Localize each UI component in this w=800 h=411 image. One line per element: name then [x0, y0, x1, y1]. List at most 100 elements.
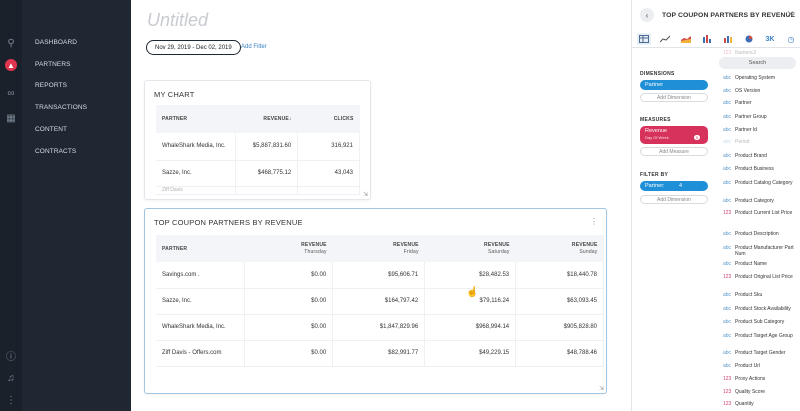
grid-icon[interactable]: ▦ — [6, 112, 16, 124]
field-name: Product Brand — [735, 153, 767, 159]
add-dimension-button[interactable]: Add Dimension — [640, 93, 708, 102]
gauge-icon[interactable]: ◷ — [787, 34, 795, 44]
field-list-item[interactable]: abc Partner — [723, 100, 800, 106]
column-header[interactable]: PARTNER — [156, 235, 245, 262]
table-row[interactable]: Sazze, Inc. $0.00 $164,797.42 $79,116.24… — [156, 288, 604, 315]
table-cell: $49,229.15 — [424, 340, 517, 367]
field-list-item[interactable]: 123 Quality Score — [723, 389, 800, 395]
field-list-item[interactable]: abc Product Name — [723, 261, 800, 267]
field-name: Product Target Gender — [735, 350, 786, 356]
nav-item-dashboard[interactable]: DASHBOARD — [35, 39, 78, 46]
measures-label: MEASURES — [640, 117, 671, 123]
nav-item-reports[interactable]: REPORTS — [35, 82, 68, 89]
number-3k-icon[interactable]: 3K — [765, 35, 775, 43]
field-list-item[interactable]: 123 Numeric2 — [723, 50, 800, 56]
field-list-item[interactable]: abc Product Business — [723, 166, 800, 172]
more-icon[interactable]: ⋮ — [6, 394, 16, 406]
field-list-item[interactable]: abc Product Catalog Category — [723, 180, 800, 186]
top-coupon-table: PARTNER REVENUE Thursday REVENUE Friday RE… — [156, 235, 604, 367]
field-list-item[interactable]: abc Product Target Age Group — [723, 333, 800, 339]
filter-pill-partner[interactable]: Partner: 4 — [640, 181, 708, 191]
line-icon[interactable] — [658, 33, 672, 45]
field-list-item[interactable]: abc Partner Group — [723, 114, 800, 120]
table-row[interactable]: Ziff Davis - Offers.com $0.00 $82,991.77… — [156, 340, 604, 367]
field-list-item[interactable]: abc Product Manufacturer Part Num — [723, 245, 800, 257]
pie-icon[interactable] — [742, 33, 756, 45]
column-header[interactable]: PARTNER — [156, 105, 236, 133]
field-list-item[interactable]: abc Product Description — [723, 231, 800, 237]
nav-item-partners[interactable]: PARTNERS — [35, 61, 71, 68]
bar-icon[interactable] — [700, 33, 714, 45]
field-list-item[interactable]: abc Product Brand — [723, 153, 800, 159]
help-icon[interactable]: ⓘ — [6, 351, 16, 363]
column-icon[interactable] — [721, 33, 735, 45]
field-name: OS Version — [735, 88, 761, 94]
add-filter-dimension-button[interactable]: Add Dimension — [640, 195, 708, 204]
field-list-item[interactable]: 123 Product Original List Price — [723, 274, 800, 280]
field-list-item[interactable]: 123 Proxy Actions — [723, 376, 800, 382]
column-header[interactable]: REVENUE Sunday — [515, 235, 604, 262]
field-name: Product Catalog Category — [735, 180, 793, 186]
field-list-item[interactable]: abc OS Version — [723, 88, 800, 94]
field-list-item[interactable]: abc Period — [723, 139, 800, 145]
field-name: Product Name — [735, 261, 767, 267]
date-range-picker[interactable]: Nov 29, 2019 - Dec 02, 2019 — [146, 40, 241, 55]
column-header[interactable]: CLICKS — [297, 105, 360, 133]
field-list-item[interactable]: abc Product Sub Category — [723, 319, 800, 325]
table-cell: $28,482.53 — [424, 262, 517, 289]
close-icon[interactable]: ✕ — [786, 9, 794, 19]
column-header[interactable]: REVENUE Friday — [332, 235, 425, 262]
my-chart-card[interactable]: MY CHART PARTNER REVENUE↓ CLICKS WhaleSh… — [144, 80, 371, 200]
table-cell — [297, 186, 360, 195]
field-name: Product Original List Price — [735, 274, 793, 280]
field-list-item[interactable]: abc Product Target Gender — [723, 350, 800, 356]
field-list-item[interactable]: abc Operating System — [723, 75, 800, 81]
table-row[interactable]: Sazze, Inc. $468,775.12 43,043 — [156, 160, 360, 187]
link-icon[interactable]: ∞ — [7, 87, 15, 99]
search-input[interactable]: Search — [719, 57, 796, 69]
area-icon[interactable] — [679, 33, 693, 45]
column-header[interactable]: REVENUE Thursday — [244, 235, 333, 262]
table-cell: $968,994.14 — [424, 314, 517, 341]
left-nav: ⚲ ▲ ∞ ▦ DASHBOARD PARTNERS REPORTS TRANS… — [0, 0, 131, 411]
field-list-item[interactable]: abc Partner Id — [723, 127, 800, 133]
field-list-item[interactable]: abc Product Stock Availability — [723, 306, 800, 312]
table-row[interactable]: Ziff Davis — [156, 186, 360, 195]
back-icon[interactable]: ‹ — [640, 8, 654, 22]
add-filter-link[interactable]: Add Filter — [241, 44, 267, 50]
table-row[interactable]: WhaleShark Media, Inc. $5,887,831.60 316… — [156, 133, 360, 161]
column-header[interactable]: REVENUE Saturday — [424, 235, 516, 262]
config-column: DIMENSIONS Partner Add Dimension MEASURE… — [632, 52, 716, 411]
resize-handle-icon[interactable]: ⇲ — [598, 386, 604, 392]
field-list-item[interactable]: abc Product Url — [723, 363, 800, 369]
card-menu-icon[interactable]: ⋮ — [590, 217, 598, 226]
hand-cursor-icon: ☝ — [466, 287, 479, 298]
dimension-pill-partner[interactable]: Partner — [640, 80, 708, 90]
header-sub: Friday — [403, 249, 419, 255]
nav-item-contracts[interactable]: CONTRACTS — [35, 148, 77, 155]
bell-icon[interactable]: ♫ — [7, 372, 15, 384]
field-list-item[interactable]: 123 Product Current List Price — [723, 210, 800, 216]
page-title[interactable]: Untitled — [147, 10, 209, 30]
table-cell: Ziff Davis - Offers.com — [156, 340, 246, 367]
field-type-badge: abc — [723, 333, 732, 339]
add-measure-button[interactable]: Add Measure — [640, 147, 708, 156]
measure-pill-revenue[interactable]: Revenue Day Of Week 5 — [640, 126, 708, 144]
top-coupon-card[interactable]: TOP COUPON PARTNERS BY REVENUE ⋮ PARTNER… — [144, 208, 607, 394]
nav-item-transactions[interactable]: TRANSACTIONS — [35, 104, 88, 111]
field-type-badge: 123 — [723, 50, 732, 56]
field-list-item[interactable]: 123 Quantity — [723, 401, 800, 407]
table-cell: $164,797.42 — [332, 288, 426, 315]
measure-sub: Day Of Week — [645, 135, 669, 140]
search-icon[interactable]: ⚲ — [7, 37, 15, 49]
column-header[interactable]: REVENUE↓ — [235, 105, 298, 133]
nav-item-content[interactable]: CONTENT — [35, 126, 68, 133]
filter-name: Partner: — [645, 183, 665, 189]
resize-handle-icon[interactable]: ⇲ — [362, 192, 368, 198]
table-row[interactable]: WhaleShark Media, Inc. $0.00 $1,847,829.… — [156, 314, 604, 341]
table-icon[interactable] — [637, 33, 651, 45]
partners-icon[interactable]: ▲ — [5, 59, 17, 71]
field-list-item[interactable]: abc Product Sku — [723, 292, 800, 298]
table-row[interactable]: Savings.com . $0.00 $95,606.71 $28,482.5… — [156, 262, 604, 289]
field-list-item[interactable]: abc Product Category — [723, 198, 800, 204]
